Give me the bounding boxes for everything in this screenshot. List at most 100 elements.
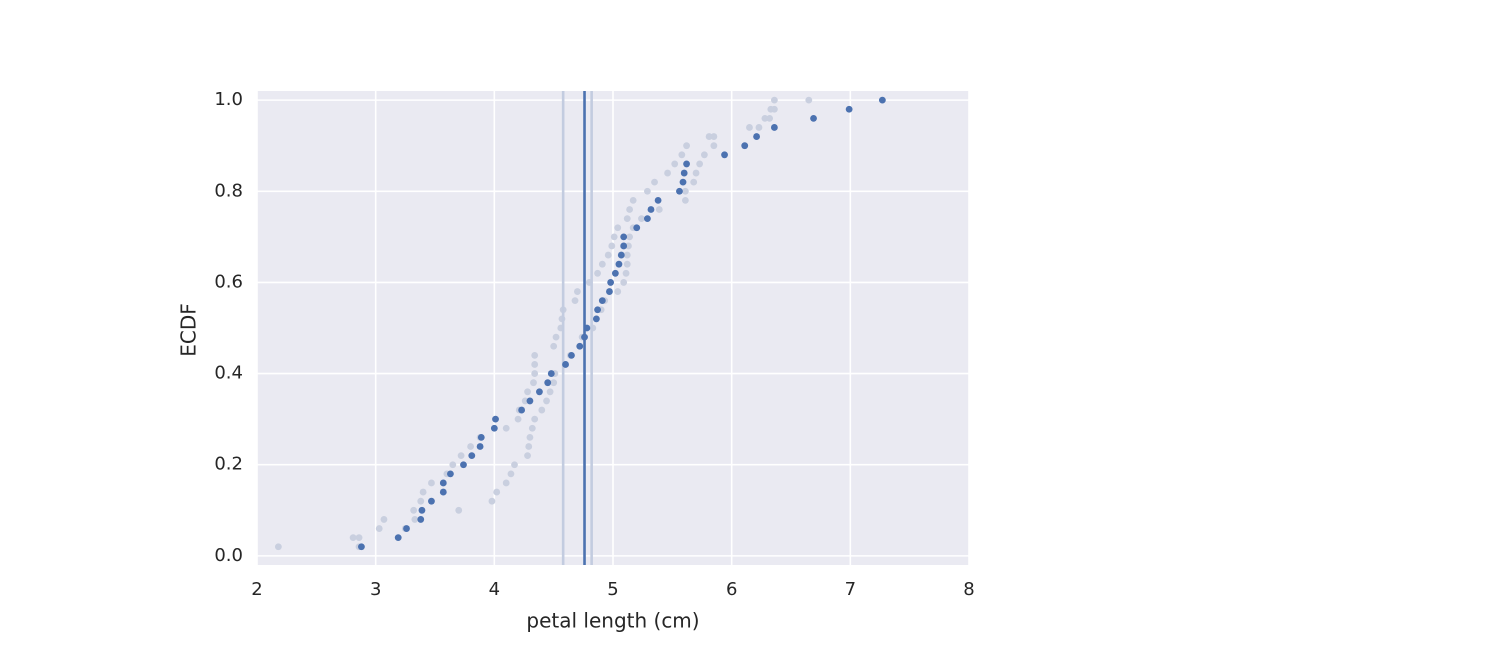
point [614,288,622,295]
x-tick-label: 2 [251,579,262,600]
point [721,151,728,159]
point [502,424,510,432]
point [741,142,749,150]
point [810,114,817,122]
point [617,251,625,259]
point [550,342,558,350]
point [679,178,687,186]
point [594,269,601,277]
point [610,233,618,241]
point [690,178,698,186]
point [531,361,539,368]
point [476,443,484,450]
point [683,160,690,168]
point [511,461,518,469]
point [490,424,498,432]
y-axis-label: ECDF [177,303,201,357]
point [705,133,713,140]
point [583,324,591,332]
point [626,233,634,241]
point [654,196,662,204]
point [543,397,550,405]
point [355,534,363,542]
point [614,224,622,232]
point [680,169,688,177]
point [664,169,671,177]
x-tick-label: 6 [726,579,737,600]
point [620,233,628,241]
point [552,333,560,341]
point [623,260,631,268]
point [710,142,718,150]
point [550,379,558,387]
point [531,415,539,423]
point [598,297,606,305]
point [626,206,634,213]
point [419,488,427,496]
point [625,242,632,250]
point [468,452,476,460]
point [746,124,753,131]
point [526,397,534,405]
point [525,443,533,450]
point [449,461,457,469]
point [644,215,651,223]
point [615,260,623,268]
point [620,279,628,286]
point [514,415,522,423]
point [417,497,425,505]
point [455,506,463,514]
point [620,242,628,250]
point [547,370,555,377]
point [592,315,600,323]
point [439,479,447,487]
point [536,388,543,396]
point [531,370,539,377]
point [574,288,581,295]
point [878,96,886,104]
x-tick-label: 5 [607,579,618,600]
point [502,479,510,487]
y-tick-label: 0.4 [214,363,243,384]
x-tick-label: 4 [489,579,500,600]
point [403,525,410,532]
y-tick-label: 1.0 [214,89,243,110]
point [492,415,499,423]
y-tick-label: 0.0 [214,545,243,566]
point [349,534,357,542]
point [524,388,531,396]
point [439,488,447,496]
point [546,388,554,396]
point [418,506,426,514]
point [633,224,641,232]
point [428,479,435,487]
y-tick-label: 0.8 [214,180,243,201]
x-axis-label: petal length (cm) [526,609,699,633]
point [411,516,419,523]
x-tick-label: 7 [845,579,856,600]
point [766,114,774,122]
point [700,151,708,159]
point [611,269,619,277]
point [531,351,539,359]
point [755,124,763,131]
point [380,516,388,523]
point [530,379,537,387]
point [410,506,418,514]
point [358,543,365,551]
point [467,443,474,450]
point [681,196,689,204]
point [526,433,534,441]
point [477,433,485,441]
point [507,470,515,478]
point [629,196,637,204]
x-tick-label: 3 [370,579,381,600]
point [671,160,679,168]
point [528,424,536,432]
point [647,206,655,213]
point [538,406,546,414]
y-tick-label: 0.6 [214,271,243,292]
point [676,187,683,195]
point [623,251,631,259]
point [651,178,658,186]
